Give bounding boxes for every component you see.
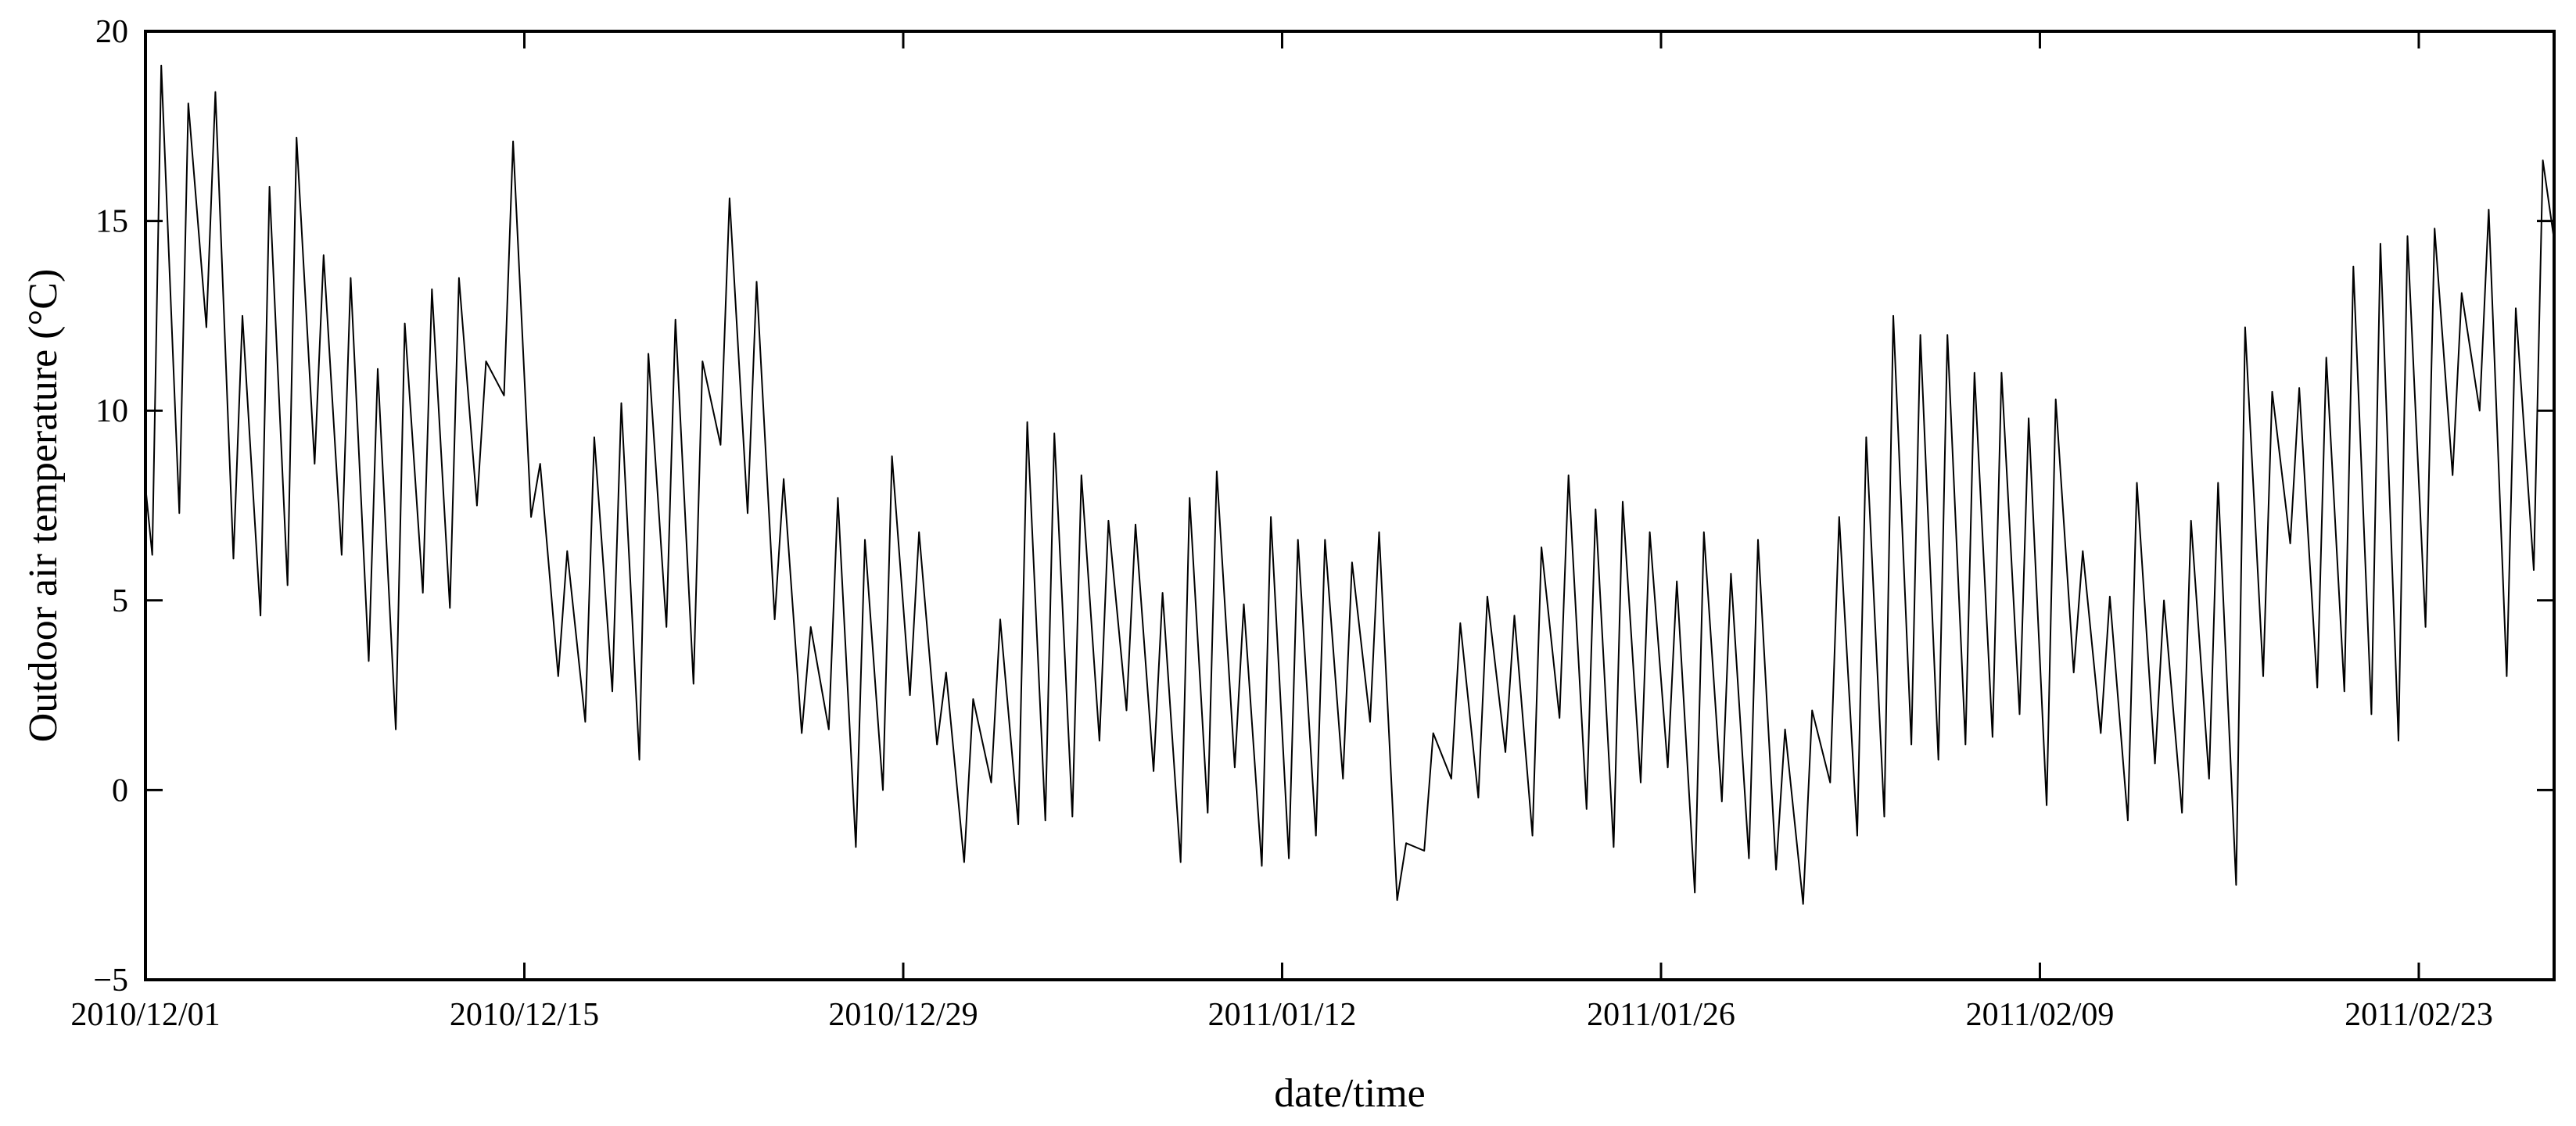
temperature-series-line bbox=[145, 64, 2555, 905]
x-tick-label: 2010/12/29 bbox=[828, 997, 978, 1033]
y-tick-label: 0 bbox=[112, 773, 128, 809]
y-tick-label: 5 bbox=[112, 583, 128, 619]
x-tick-label: 2011/01/12 bbox=[1208, 997, 1357, 1033]
x-tick-label: 2011/02/09 bbox=[1966, 997, 2115, 1033]
x-axis-ticks: 2010/12/01 2010/12/15 2010/12/29 2011/01/12… bbox=[70, 31, 2493, 1033]
plot-frame bbox=[144, 30, 2556, 981]
x-tick-label: 2011/02/23 bbox=[2345, 997, 2493, 1033]
y-axis-title: Outdoor air temperature (°C) bbox=[21, 269, 66, 743]
y-tick-label: 10 bbox=[95, 393, 128, 429]
x-tick-label: 2011/01/26 bbox=[1587, 997, 1735, 1033]
x-axis-title: date/time bbox=[1274, 1071, 1425, 1116]
y-axis-ticks: 20 15 10 5 0 −5 bbox=[93, 14, 2554, 999]
y-tick-label: 20 bbox=[95, 14, 128, 50]
y-tick-label: −5 bbox=[93, 963, 128, 999]
x-tick-label: 2010/12/15 bbox=[450, 997, 599, 1033]
x-tick-label: 2010/12/01 bbox=[70, 997, 220, 1033]
y-tick-label: 15 bbox=[95, 204, 128, 240]
